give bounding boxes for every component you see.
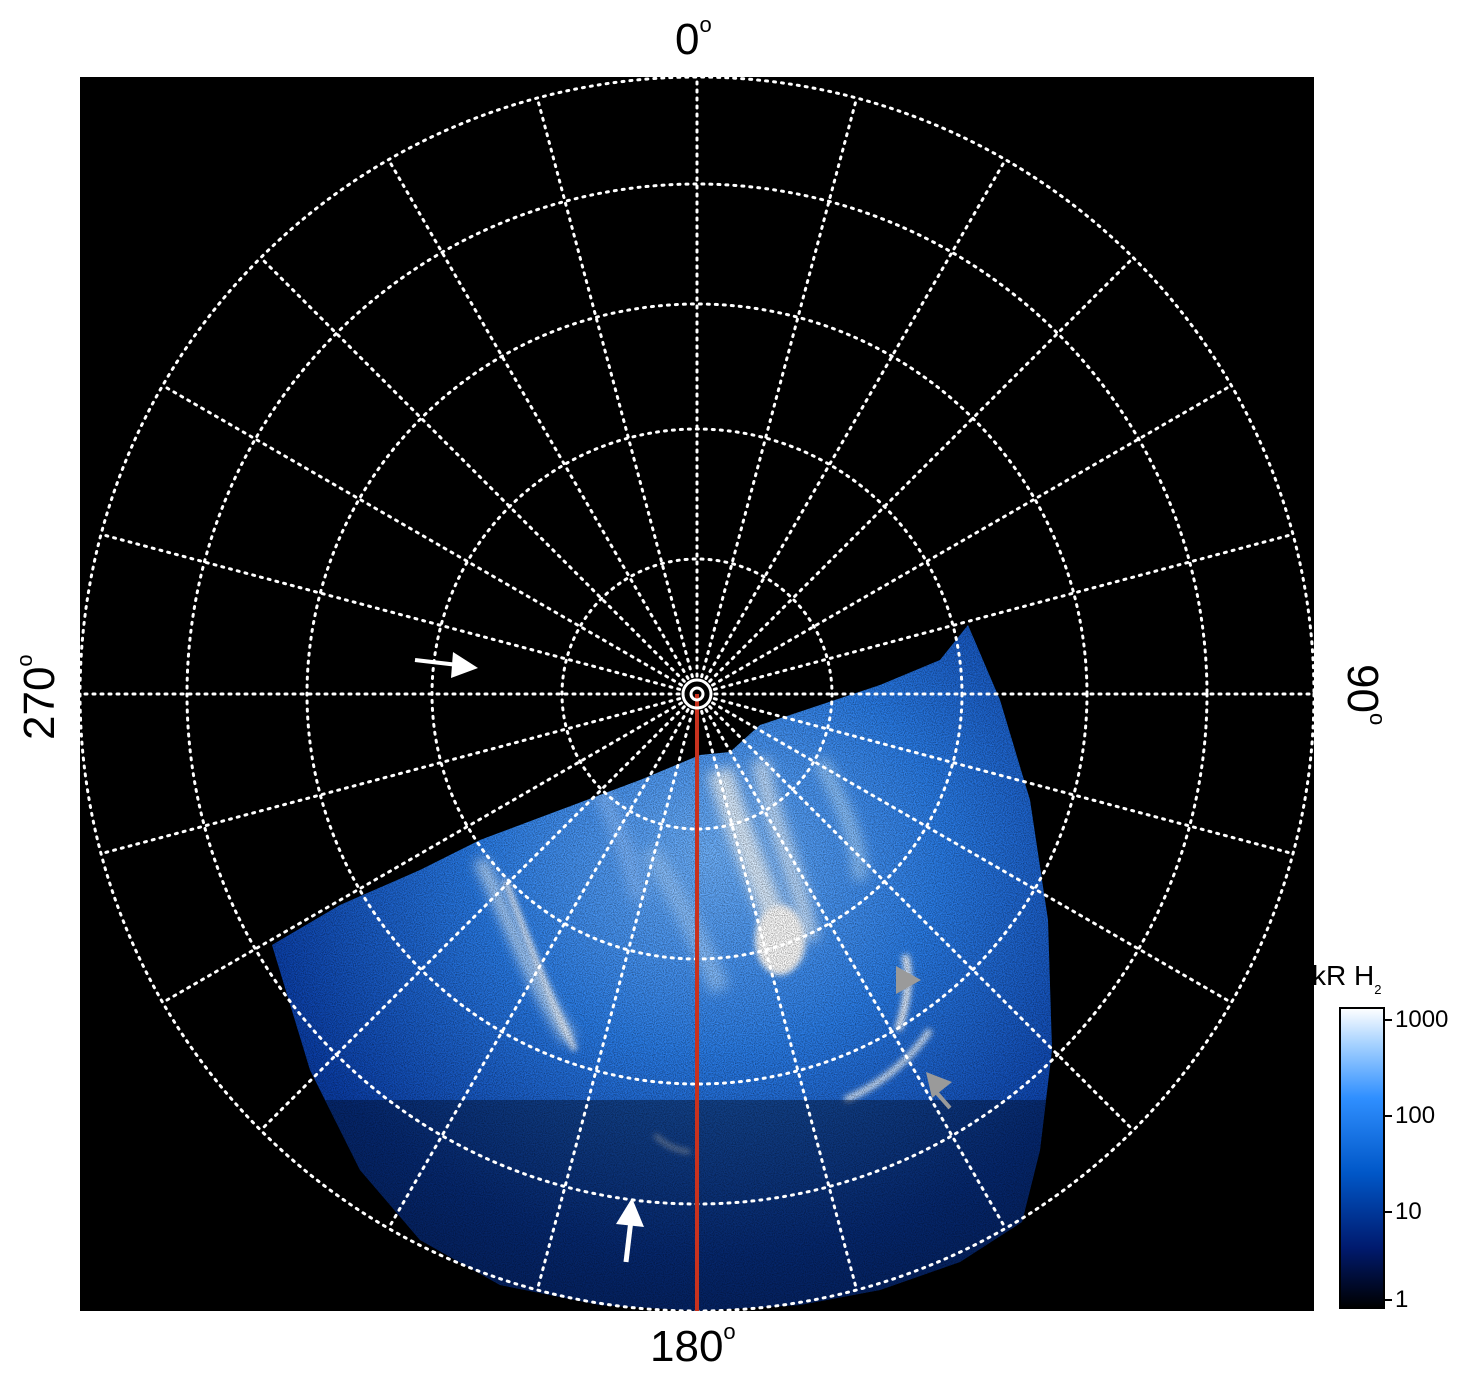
grid-spoke bbox=[704, 158, 1007, 680]
white-arrow-icon bbox=[616, 1198, 644, 1263]
gray-triangle-arrow-icon bbox=[926, 1072, 952, 1110]
angle-label-left: 270o bbox=[12, 654, 64, 740]
grid-spoke bbox=[387, 158, 690, 680]
grid-spoke bbox=[259, 705, 686, 1132]
angle-label-bottom: 180o bbox=[650, 1319, 736, 1371]
polar-grid bbox=[80, 77, 1314, 1311]
gray-triangle-arrow-icon bbox=[896, 966, 921, 994]
colorbar-tick-label: 10 bbox=[1395, 1198, 1422, 1225]
angle-label-right: 90o bbox=[1338, 664, 1390, 726]
grid-spoke bbox=[712, 532, 1295, 691]
angle-label-top: 0o bbox=[675, 12, 712, 64]
grid-spoke bbox=[712, 697, 1295, 856]
grid-spoke bbox=[161, 384, 683, 687]
grid-spoke bbox=[535, 709, 694, 1292]
colorbar-tick-label: 1 bbox=[1395, 1286, 1409, 1313]
grid-spoke bbox=[259, 256, 686, 683]
grid-spoke bbox=[161, 701, 683, 1004]
pole-marker bbox=[681, 678, 713, 710]
colorbar-tick-label: 100 bbox=[1395, 1102, 1436, 1129]
white-arrow-icon bbox=[414, 652, 478, 678]
grid-spoke bbox=[700, 709, 859, 1292]
grid-spoke bbox=[535, 96, 694, 679]
colorbar bbox=[1339, 1007, 1392, 1309]
grid-spoke bbox=[704, 708, 1007, 1230]
grid-spoke bbox=[387, 708, 690, 1230]
grid-spoke bbox=[711, 384, 1233, 687]
colorbar-title: kR H2 bbox=[1312, 960, 1382, 997]
grid-spoke bbox=[708, 705, 1135, 1132]
grid-spoke bbox=[711, 701, 1233, 1004]
grid-spoke bbox=[700, 96, 859, 679]
grid-spoke bbox=[99, 697, 682, 856]
grid-spoke bbox=[708, 256, 1135, 683]
grid-spoke bbox=[99, 532, 682, 691]
colorbar-tick-label: 1000 bbox=[1395, 1006, 1449, 1033]
